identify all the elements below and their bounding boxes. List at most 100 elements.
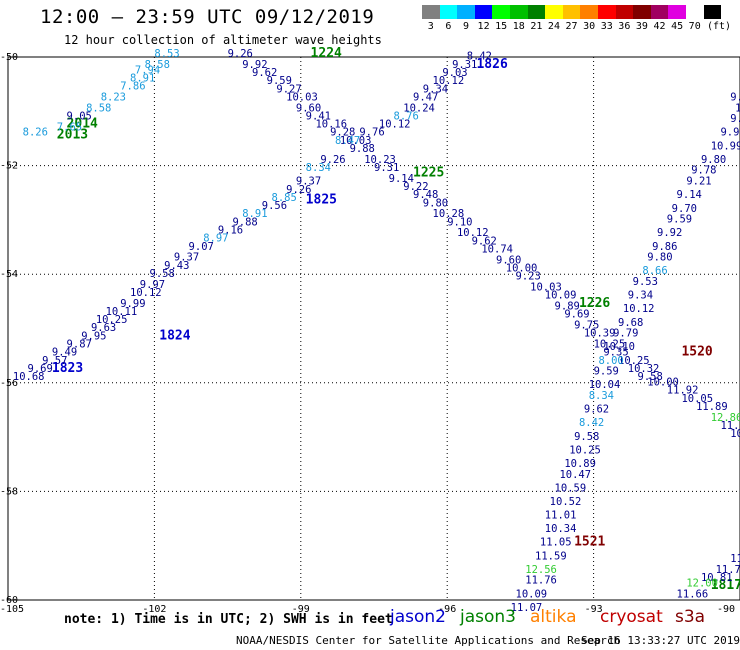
wave-height-label: 10.12 [379,119,411,131]
wave-height-label: 8.23 [101,91,126,103]
wave-height-label: 9.62 [472,235,497,247]
wave-height-label: 11.55 [720,420,740,432]
wave-height-label: 9.27 [276,83,301,95]
wave-height-label: 8.76 [394,110,419,122]
wave-height-label: 10.32 [628,363,660,375]
y-tick-label: -58 [0,486,18,497]
colorbar-label: 42 [653,21,666,32]
colorbar-label: 33 [600,21,613,32]
legend-jason3: jason3 [460,607,516,627]
wave-height-label: 9.87 [67,339,92,351]
wave-height-label: 9.75 [574,320,599,332]
wave-height-label: 9.16 [218,224,243,236]
wave-height-label: 10.55 [730,428,740,440]
page-title: 12:00 — 23:59 UTC 09/12/2019 [40,6,375,28]
wave-height-label: 11.07 [511,602,543,614]
colorbar-label: 27 [565,21,578,32]
wave-height-label: 9.60 [296,102,321,114]
wave-height-label: 9.14 [389,173,414,185]
wave-height-label: 10.05 [681,393,713,405]
wave-height-label: 10.47 [559,469,591,481]
satellite-pass-label: 1826 [476,57,507,72]
colorbar-label: 45 [671,21,684,32]
wave-height-label: 8.26 [23,127,48,139]
wave-height-label: 11.59 [535,550,567,562]
satellite-pass-label: 1824 [159,328,190,343]
wave-height-label: 9.94 [720,127,740,139]
wave-height-label: 9.31 [374,162,399,174]
wave-height-label: 9.63 [91,322,116,334]
colorbar-cell [457,5,475,19]
wave-height-label: 9.97 [140,279,165,291]
wave-height-label: 9.68 [618,317,643,329]
wave-height-label: 9.92 [242,59,267,71]
wave-height-label: 7.86 [120,81,145,93]
colorbar-label: 36 [618,21,631,32]
wave-height-label: 9.58 [574,431,599,443]
wave-height-label: 9.34 [628,290,653,302]
satellite-pass-label: 1520 [681,345,712,360]
wave-height-label: 9.48 [413,189,438,201]
satellite-pass-label: 1823 [52,361,83,376]
x-tick-label: -102 [142,604,166,615]
satellite-pass-label: 1224 [311,46,342,61]
wave-height-label: 9.58 [638,371,663,383]
wave-height-label: 9.31 [452,59,477,71]
wave-height-label: 10.12 [623,303,655,315]
colorbar-cell [580,5,598,19]
wave-height-label: 12.00 [686,577,718,589]
wave-height-label: 10.68 [13,371,45,383]
satellite-pass-label: 2013 [57,127,88,142]
wave-height-label: 10.03 [286,91,318,103]
colorbar-label: 39 [635,21,648,32]
colorbar-cell [439,5,458,19]
satellite-pass-label: 1226 [579,296,610,311]
wave-height-label: 8.58 [86,102,111,114]
y-tick-label: -54 [0,269,18,280]
wave-height-label: 10.09 [516,588,548,600]
wave-height-label: 9.41 [306,110,331,122]
colorbar-cell [597,5,616,19]
colorbar [422,5,722,19]
wave-height-label: 8.91 [130,72,155,84]
wave-height-label: 8.53 [154,48,179,60]
wave-height-label: 9.53 [633,276,658,288]
satellite-pass-label: 1817 [711,578,740,593]
wave-height-label: 9.26 [286,184,311,196]
colorbar-cell [703,5,722,19]
wave-height-label: 9.37 [174,252,199,264]
wave-height-label: 9.26 [320,154,345,166]
wave-height-label: 8.91 [242,208,267,220]
wave-height-label: 10.00 [506,262,538,274]
wave-height-label: 10.89 [564,458,596,470]
colorbar-cell [668,5,686,19]
wave-height-label: 9.69 [564,309,589,321]
colorbar-label: 18 [512,21,525,32]
wave-height-label: 9.07 [189,241,214,253]
wave-height-label: 10.39 [584,328,616,340]
colorbar-label: 9 [462,21,469,32]
wave-height-label: 9.43 [164,260,189,272]
legend-s3a: s3a [675,607,706,627]
wave-height-label: 9.62 [584,404,609,416]
colorbar-label: 6 [445,21,452,32]
wave-height-label: 12.56 [525,564,557,576]
wave-height-label: 9.35 [603,347,628,359]
colorbar-cell [492,5,510,19]
colorbar-label: 3 [427,21,434,32]
wave-height-label: 10.81 [701,572,733,584]
wave-height-label: 10.03 [530,281,562,293]
colorbar-cell [633,5,651,19]
satellite-pass-label: 1225 [413,165,444,180]
footer-note: note: 1) Time is in UTC; 2) SWH is in fe… [64,612,393,627]
wave-height-label: 10.25 [96,314,128,326]
colorbar-label: 70 [688,21,701,32]
wave-height-label: 9.62 [252,67,277,79]
wave-height-label: 9.80 [701,154,726,166]
wave-height-label: 9.57 [42,355,67,367]
wave-height-label: 8.34 [306,162,331,174]
wave-height-label: 8.42 [467,51,492,63]
wave-height-label: 11.01 [545,510,577,522]
footer-credit: NOAA/NESDIS Center for Satellite Applica… [236,634,621,647]
legend-jason2: jason2 [390,607,446,627]
